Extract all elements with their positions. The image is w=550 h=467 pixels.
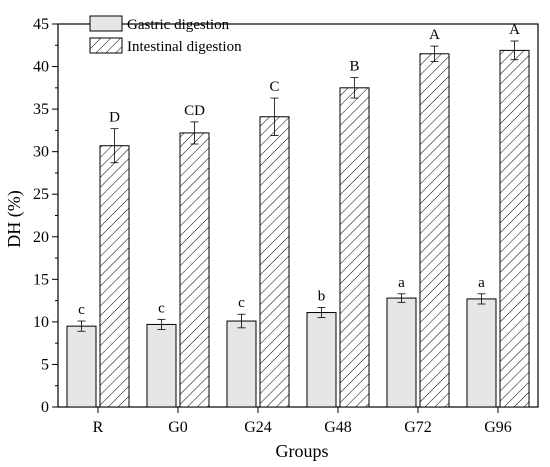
x-tick-label: G0 xyxy=(168,419,188,436)
x-tick-label: G24 xyxy=(244,419,272,436)
y-tick-label: 35 xyxy=(33,101,49,118)
y-tick-label: 45 xyxy=(33,16,49,33)
y-tick-label: 10 xyxy=(33,314,49,331)
legend-label-gastric: Gastric digestion xyxy=(127,17,230,33)
x-tick-label: G72 xyxy=(404,419,432,436)
y-tick-label: 40 xyxy=(33,59,49,76)
significance-label-intestinal: D xyxy=(109,110,120,126)
significance-label-gastric: c xyxy=(238,295,245,311)
y-tick-label: 5 xyxy=(41,356,49,373)
bar-gastric xyxy=(146,323,177,408)
bar-intestinal xyxy=(339,87,370,408)
x-axis-title: Groups xyxy=(276,441,329,461)
bar-intestinal xyxy=(179,132,210,408)
legend-swatch-intestinal xyxy=(89,37,123,54)
significance-label-gastric: b xyxy=(318,288,326,304)
y-tick-label: 15 xyxy=(33,271,49,288)
bar-intestinal xyxy=(499,49,530,408)
significance-label-intestinal: A xyxy=(509,22,520,38)
bar-gastric xyxy=(66,325,97,408)
legend: Gastric digestion Intestinal digestion xyxy=(89,15,242,55)
y-tick-label: 20 xyxy=(33,229,49,246)
plot-frame xyxy=(57,23,539,408)
significance-label-intestinal: CD xyxy=(184,103,205,119)
y-tick-label: 25 xyxy=(33,186,49,203)
bar-gastric xyxy=(226,320,257,408)
bar-intestinal xyxy=(99,145,130,408)
legend-swatch-gastric xyxy=(89,15,123,32)
bar-gastric xyxy=(386,297,417,408)
x-tick-label: G48 xyxy=(324,419,352,436)
significance-label-gastric: c xyxy=(78,302,85,318)
significance-label-gastric: c xyxy=(158,300,165,316)
significance-label-intestinal: A xyxy=(429,27,440,43)
significance-label-intestinal: C xyxy=(269,79,279,95)
legend-label-intestinal: Intestinal digestion xyxy=(127,39,242,55)
bar-gastric xyxy=(306,312,337,408)
significance-label-gastric: a xyxy=(398,275,405,291)
bar-intestinal xyxy=(419,53,450,408)
y-tick-label: 0 xyxy=(41,399,49,416)
x-tick-label: G96 xyxy=(484,419,512,436)
y-tick-label: 30 xyxy=(33,144,49,161)
significance-label-gastric: a xyxy=(478,275,485,291)
y-axis-title: DH (%) xyxy=(4,190,25,247)
bar-gastric xyxy=(466,298,497,408)
bar-intestinal xyxy=(259,116,290,408)
plot-area: 0 5 10 15 20 25 30 35 40 45 Rc D G0 c CD G24 c C G48 b B G72 a… xyxy=(33,16,539,436)
significance-label-intestinal: B xyxy=(349,59,359,75)
x-tick-label: R xyxy=(93,419,104,436)
